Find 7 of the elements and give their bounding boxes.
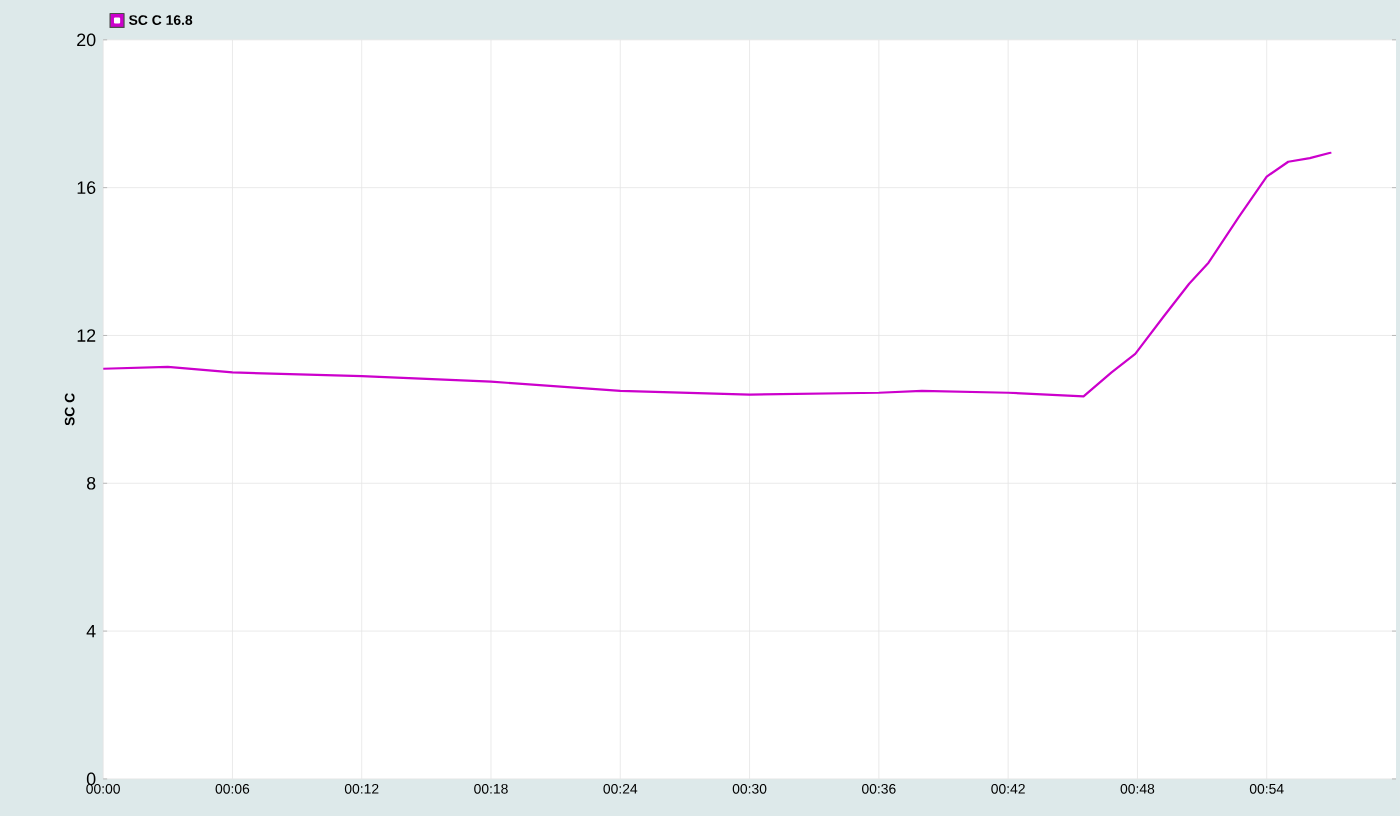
- line-series: [103, 151, 1333, 398]
- y-tick-label: 20: [77, 33, 96, 46]
- y-tick-label: 16: [77, 180, 96, 194]
- y-tick-label: 4: [86, 624, 96, 637]
- y-tick-label: 12: [77, 328, 96, 342]
- y-tick-label: 8: [86, 476, 96, 490]
- y-tick-label: 0: [86, 772, 96, 785]
